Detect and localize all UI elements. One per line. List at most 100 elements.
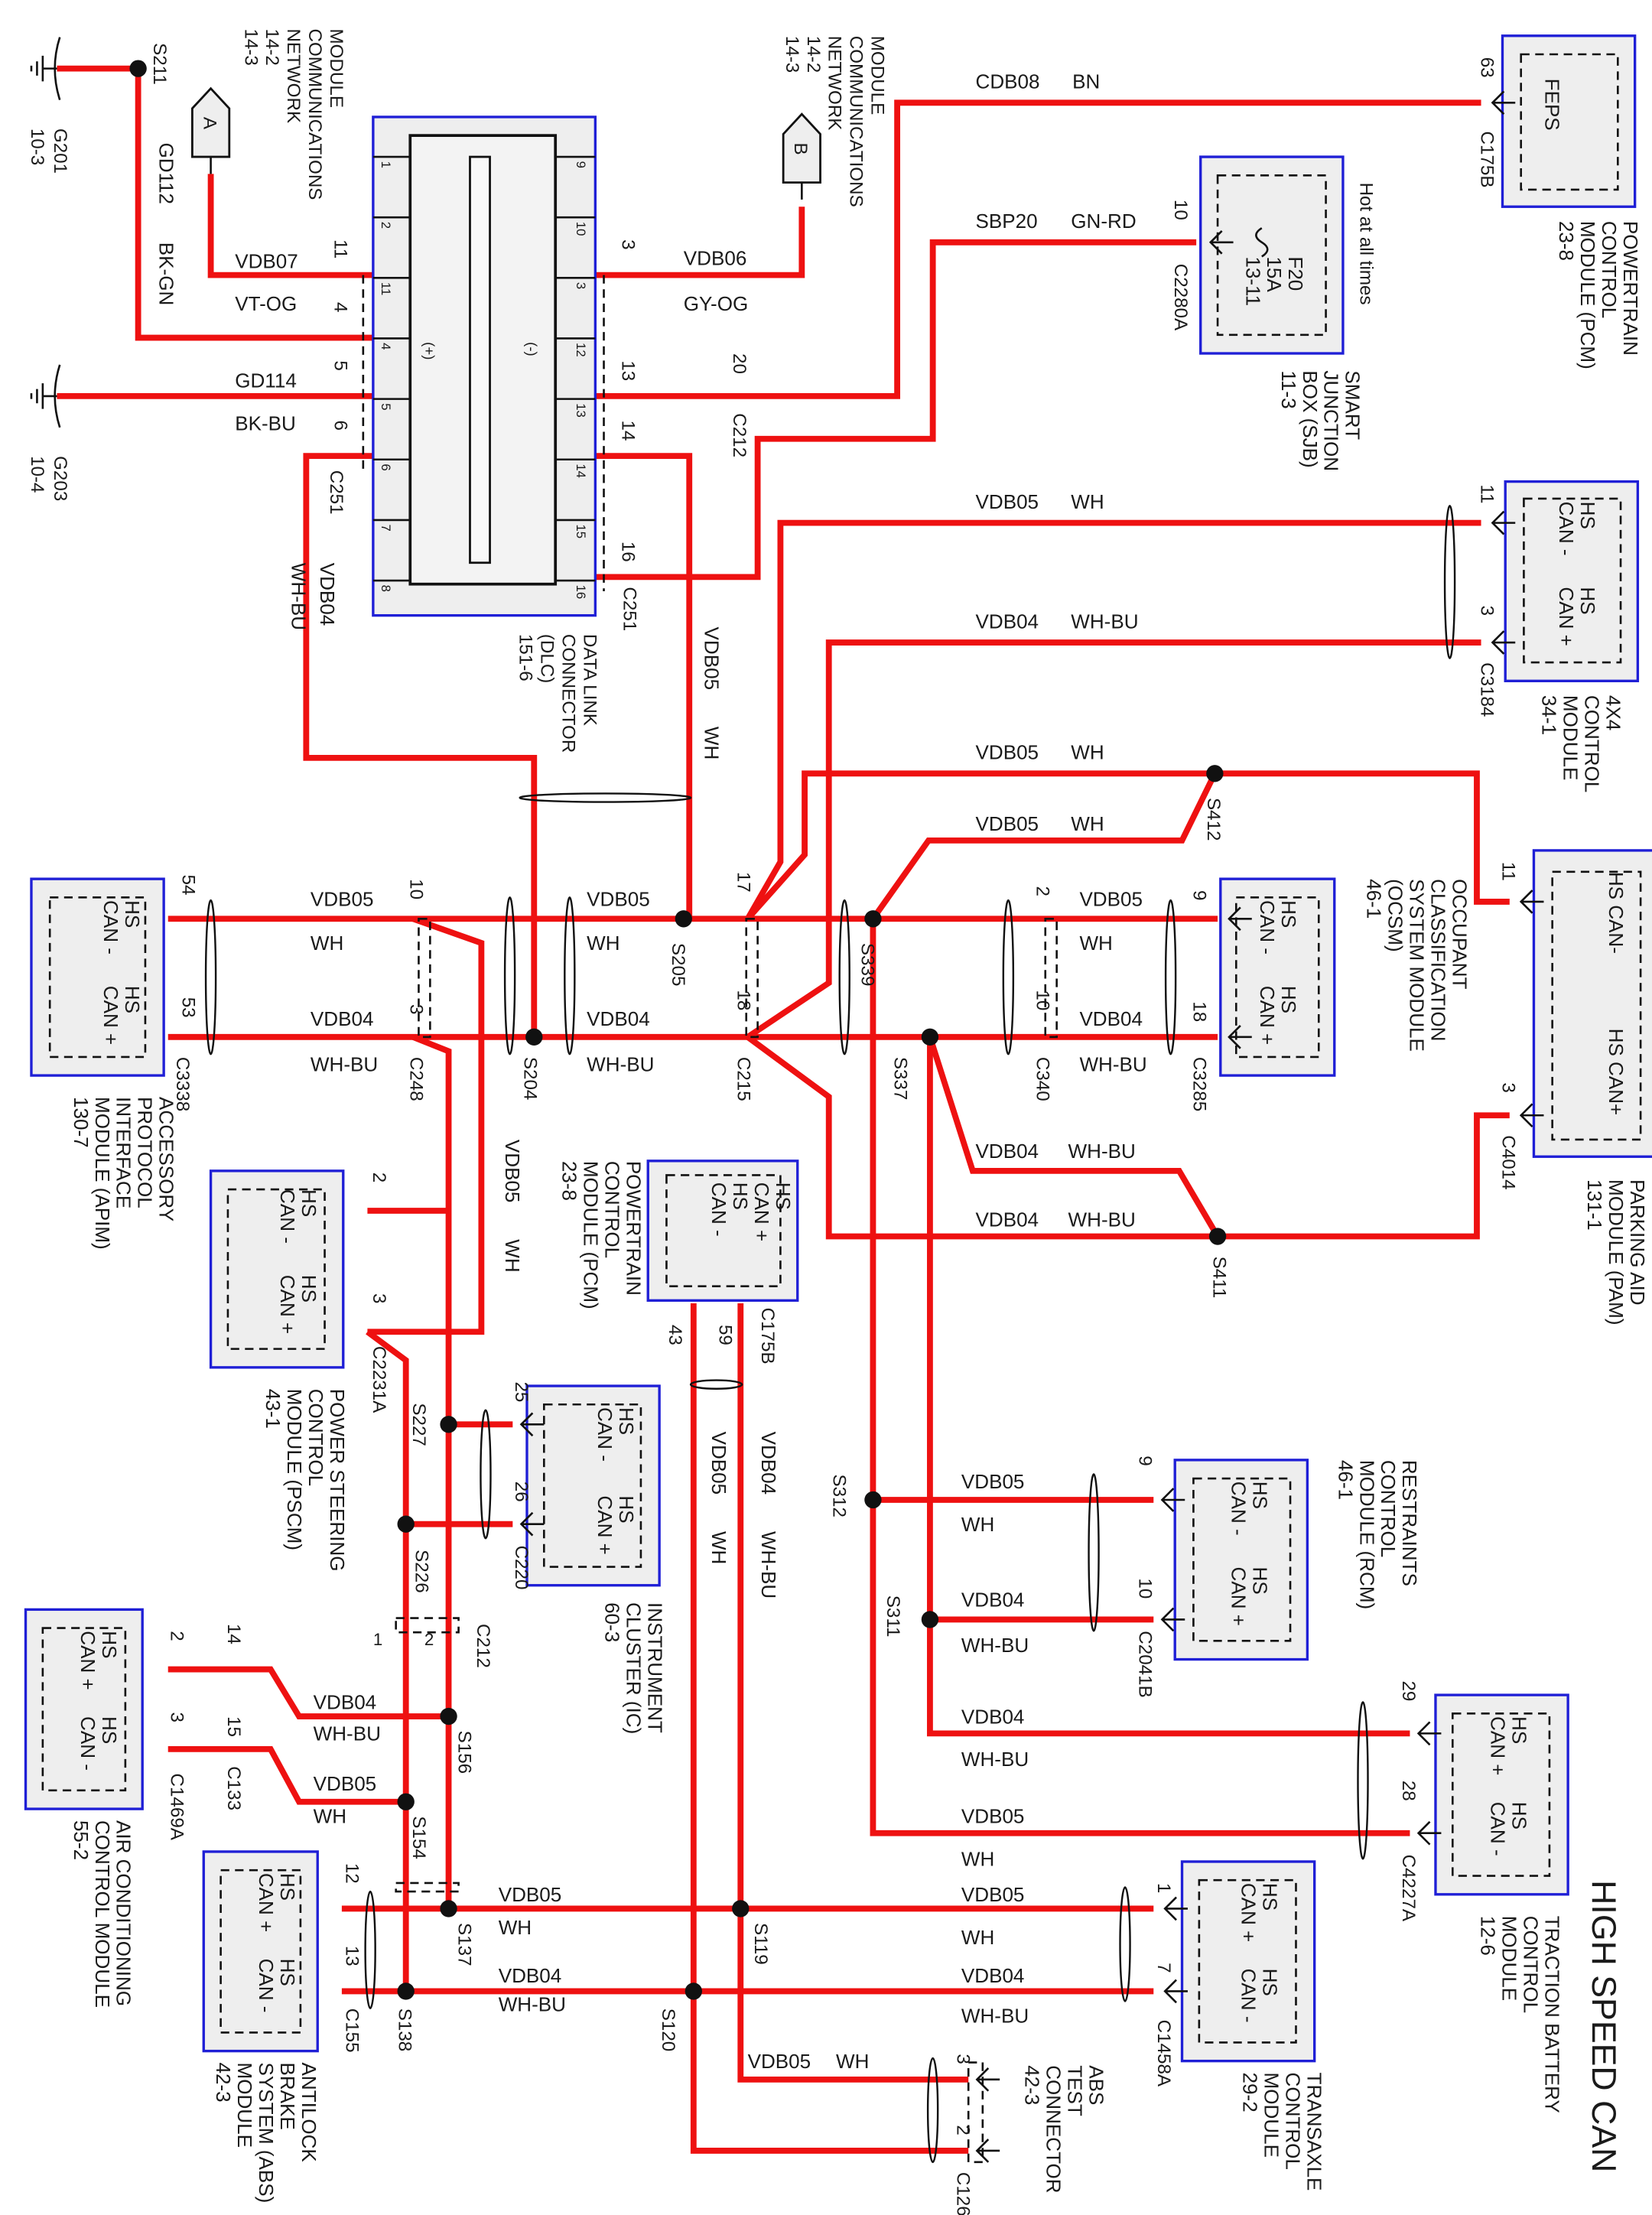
fourx4-module xyxy=(1504,480,1640,682)
module-label: MODULE xyxy=(1559,695,1582,780)
wire-color-label: WH-BU xyxy=(1071,610,1138,633)
wire xyxy=(367,916,485,1335)
module-pin-function: HS xyxy=(615,1407,638,1435)
pin-number: 14 xyxy=(223,1624,244,1644)
splice-dot xyxy=(921,1611,939,1628)
wire-color-label: WH xyxy=(1071,741,1104,764)
dlc-pin-number: 9 xyxy=(574,161,588,168)
pin-number: 2 xyxy=(952,2125,973,2135)
twisted-pair-marker xyxy=(364,1890,376,2009)
module-pin-function: CAN + xyxy=(255,1873,278,1932)
twisted-pair-marker xyxy=(519,792,692,803)
inline-connector-outline xyxy=(395,1617,460,1634)
module-pin-function: HS xyxy=(1576,502,1599,529)
twisted-pair-marker xyxy=(1088,1473,1100,1632)
module-pin-function: CAN - xyxy=(1487,1802,1510,1856)
wire-color-label: WH xyxy=(1071,490,1104,513)
module-label: MODULE (RCM) xyxy=(1355,1460,1378,1609)
wire-color-label: WH xyxy=(836,2050,869,2073)
pin-terminal-icon xyxy=(975,2139,1000,2163)
connector-name: C175B xyxy=(757,1308,778,1364)
module-pin-function: HS xyxy=(1259,1969,1282,1996)
module-pin-function: CAN + xyxy=(1555,587,1578,646)
module-label: 23-8 xyxy=(1555,221,1578,261)
connector-name: C2231A xyxy=(369,1346,389,1413)
module-label: INTERFACE xyxy=(112,1097,135,1208)
splice-label: S412 xyxy=(1203,798,1224,841)
wire-color-label: WH xyxy=(587,932,620,955)
wire-circuit-label: VDB04 xyxy=(961,1705,1025,1728)
inline-connector-outline xyxy=(745,917,759,1039)
pin-number: 20 xyxy=(729,353,750,374)
module-label: MODULE (PCM) xyxy=(1576,221,1599,369)
connector-name: C220 xyxy=(511,1546,532,1590)
wire-circuit-label: VDB05 xyxy=(501,1140,524,1203)
module-communications-network-label: 14-2 xyxy=(803,36,824,73)
wire xyxy=(167,1666,449,1719)
wire-circuit-label: VDB05 xyxy=(1079,888,1143,911)
module-connector-outline xyxy=(1192,1477,1292,1642)
pin-number: 18 xyxy=(733,990,754,1010)
pin-terminal-icon xyxy=(1228,1025,1252,1049)
wire xyxy=(595,99,1481,399)
module-connector-outline xyxy=(1520,53,1619,191)
connector-reference-icon xyxy=(190,86,231,158)
module-pin-function: F20 xyxy=(1284,256,1307,291)
pin-terminal-icon xyxy=(1160,1488,1185,1512)
ocsm-module xyxy=(1219,877,1336,1077)
module-label: CONTROL xyxy=(1580,695,1603,792)
pin-number: 3 xyxy=(369,1293,389,1303)
wire-circuit-label: VDB05 xyxy=(748,2050,811,2073)
module-connector-outline xyxy=(1523,497,1622,664)
module-label: CONTROL MODULE xyxy=(91,1820,114,2008)
dlc-pin-number: 6 xyxy=(379,463,393,470)
pcm-mid-module xyxy=(646,1160,799,1302)
connector-name: C212 xyxy=(729,413,750,457)
wire-circuit-label: VDB05 xyxy=(707,1432,730,1495)
wire-color-label: WH-BU xyxy=(1068,1140,1136,1163)
wire-color-label: WH-BU xyxy=(587,1053,654,1076)
twisted-pair-marker xyxy=(503,896,516,1055)
pin-terminal-icon xyxy=(1416,1820,1442,1846)
module-label: MODULE xyxy=(1260,2073,1283,2158)
module-pin-function: CAN - xyxy=(276,1189,299,1244)
wire-circuit-label: CDB08 xyxy=(976,70,1040,93)
module-label: MODULE (PCM) xyxy=(579,1161,602,1309)
connector-name: C251 xyxy=(620,587,640,631)
module-pin-function: CAN - xyxy=(99,900,122,955)
module-label: CONNECTOR xyxy=(1042,2065,1065,2193)
twisted-pair-marker xyxy=(1164,899,1177,1055)
connector-reference-icon xyxy=(782,112,821,184)
splice-dot xyxy=(440,1416,457,1433)
wire-color-label: WH-BU xyxy=(961,2004,1029,2027)
dlc-pin-number: 7 xyxy=(379,524,393,531)
dlc-pin-number: 13 xyxy=(574,403,588,418)
wire-color-label: GN-RD xyxy=(1071,210,1136,233)
module-pin-function: HS xyxy=(729,1182,752,1210)
pin-number: 9 xyxy=(1189,890,1209,900)
dlc-pin-number: 10 xyxy=(574,222,588,236)
wire-color-label: WH xyxy=(1079,932,1112,955)
pin-number: 10 xyxy=(1135,1578,1156,1599)
module-label: TRANSAXLE xyxy=(1302,2073,1325,2191)
pin-number: 11 xyxy=(1498,862,1518,881)
pin-number: 14 xyxy=(618,421,639,441)
splice-dot xyxy=(921,1028,939,1046)
dlc-pin-number: 8 xyxy=(379,585,393,592)
wire-color-label: GY-OG xyxy=(684,292,748,315)
module-pin-function: HS xyxy=(298,1275,320,1303)
splice-label: S205 xyxy=(668,943,688,986)
dlc-pin-number: 2 xyxy=(379,222,393,229)
wire-circuit-label: VDB05 xyxy=(314,1772,377,1795)
module-communications-network-label: 14-3 xyxy=(782,36,802,73)
wire-color-label: BK-GN xyxy=(155,242,178,306)
module-label: 11-3 xyxy=(1277,370,1300,408)
twisted-pair-marker xyxy=(564,896,576,1055)
pin-number: 3 xyxy=(952,2054,973,2064)
module-pin-function: 15A xyxy=(1263,256,1286,292)
connector-name: C175B xyxy=(1477,132,1498,188)
pin-number: 10 xyxy=(1170,200,1191,220)
module-connector-outline xyxy=(1551,870,1642,1141)
splice-label: S312 xyxy=(828,1474,849,1517)
dlc-label: CONNECTOR xyxy=(558,634,579,753)
